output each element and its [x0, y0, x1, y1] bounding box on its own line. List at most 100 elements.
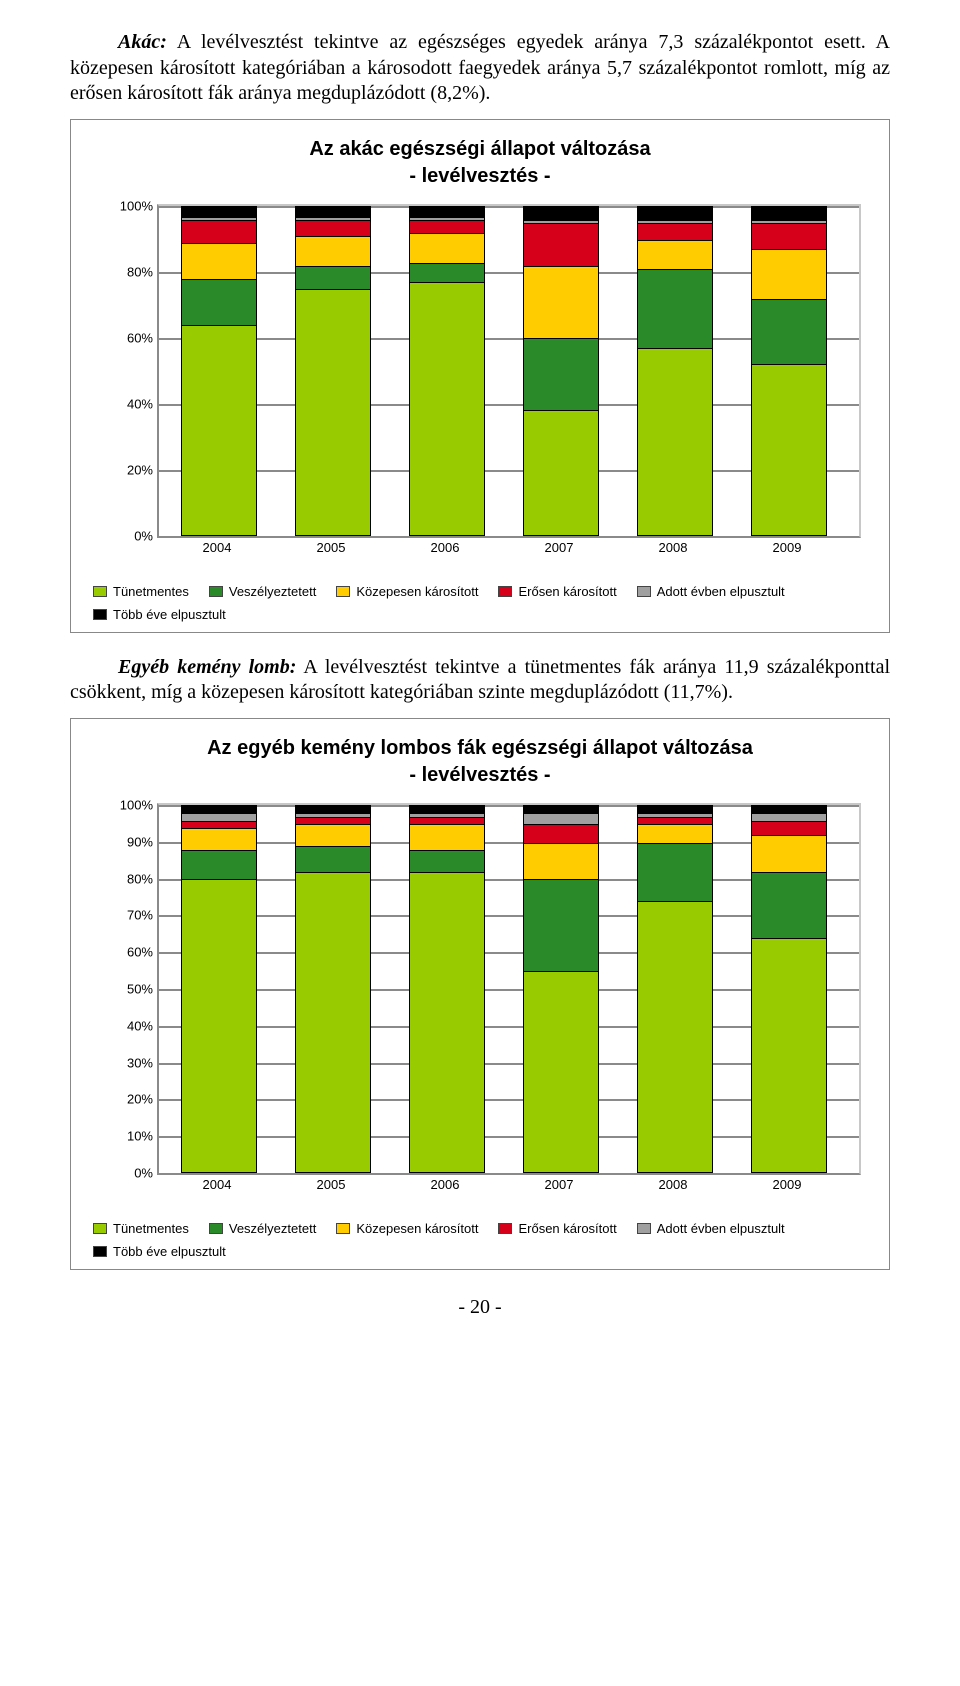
legend-item: Közepesen károsított — [336, 1221, 478, 1236]
legend-item: Tünetmentes — [93, 584, 189, 599]
legend-swatch — [498, 1223, 512, 1234]
chart1-legend: TünetmentesVeszélyeztetettKözepesen káro… — [93, 584, 867, 622]
x-tick-label: 2008 — [659, 540, 688, 555]
chart-akac: Az akác egészségi állapot változása - le… — [70, 119, 890, 633]
y-tick-label: 90% — [105, 834, 153, 849]
bar-segment — [524, 879, 598, 971]
para1-label: Akác: — [118, 31, 167, 53]
y-tick-label: 80% — [105, 264, 153, 279]
bar — [637, 206, 713, 536]
bar-segment — [638, 817, 712, 824]
legend-item: Erősen károsított — [498, 584, 616, 599]
y-tick-label: 60% — [105, 945, 153, 960]
y-tick-label: 70% — [105, 908, 153, 923]
page-number: - 20 - — [70, 1296, 890, 1319]
legend-item: Veszélyeztetett — [209, 1221, 316, 1236]
bar-segment — [752, 299, 826, 365]
bar-segment — [752, 207, 826, 220]
legend-label: Több éve elpusztult — [113, 1244, 226, 1259]
legend-swatch — [336, 1223, 350, 1234]
plot-area: 0%10%20%30%40%50%60%70%80%90%100% — [157, 803, 861, 1175]
y-tick-label: 30% — [105, 1055, 153, 1070]
x-tick-label: 2009 — [773, 1177, 802, 1192]
legend-swatch — [93, 586, 107, 597]
bar — [637, 805, 713, 1173]
legend-item: Tünetmentes — [93, 1221, 189, 1236]
x-tick-label: 2006 — [431, 1177, 460, 1192]
paragraph-akac: Akác: A levélvesztést tekintve az egészs… — [70, 30, 890, 107]
legend-label: Veszélyeztetett — [229, 1221, 316, 1236]
y-tick-label: 100% — [105, 198, 153, 213]
x-tick-label: 2005 — [317, 540, 346, 555]
bar-segment — [638, 223, 712, 239]
legend-label: Közepesen károsított — [356, 584, 478, 599]
bar-segment — [182, 850, 256, 879]
bar-segment — [752, 249, 826, 298]
bar-segment — [410, 824, 484, 850]
bar-segment — [752, 364, 826, 535]
legend-swatch — [93, 1223, 107, 1234]
chart1-title-line2: - levélvesztés - — [409, 165, 550, 187]
chart-egyeb: Az egyéb kemény lombos fák egészségi áll… — [70, 718, 890, 1270]
chart1-plot: 0%20%40%60%80%100%2004200520062007200820… — [97, 204, 863, 562]
bar-segment — [182, 207, 256, 217]
legend-label: Közepesen károsított — [356, 1221, 478, 1236]
x-tick-label: 2007 — [545, 1177, 574, 1192]
chart2-title-line1: Az egyéb kemény lombos fák egészségi áll… — [207, 737, 753, 759]
legend-swatch — [209, 1223, 223, 1234]
bar-segment — [296, 806, 370, 813]
y-tick-label: 100% — [105, 797, 153, 812]
bar-segment — [410, 282, 484, 535]
legend-item: Több éve elpusztult — [93, 607, 226, 622]
bar-segment — [524, 971, 598, 1172]
bar-segment — [410, 263, 484, 283]
legend-item: Több éve elpusztult — [93, 1244, 226, 1259]
x-tick-label: 2004 — [203, 1177, 232, 1192]
y-tick-label: 0% — [105, 1165, 153, 1180]
y-tick-label: 80% — [105, 871, 153, 886]
bar-segment — [524, 410, 598, 535]
legend-swatch — [637, 1223, 651, 1234]
x-tick-label: 2004 — [203, 540, 232, 555]
bar-segment — [182, 828, 256, 850]
y-tick-label: 40% — [105, 396, 153, 411]
bar-segment — [524, 223, 598, 266]
legend-label: Adott évben elpusztult — [657, 584, 785, 599]
bar — [409, 805, 485, 1173]
bar-segment — [638, 269, 712, 348]
bar — [751, 206, 827, 536]
x-tick-label: 2007 — [545, 540, 574, 555]
chart1-title-line1: Az akác egészségi állapot változása — [309, 138, 650, 160]
bar-segment — [182, 325, 256, 535]
bar — [523, 206, 599, 536]
bar-segment — [524, 207, 598, 220]
bar-segment — [296, 846, 370, 872]
bar-segment — [182, 813, 256, 820]
bar-segment — [524, 813, 598, 824]
x-tick-label: 2005 — [317, 1177, 346, 1192]
bar-segment — [524, 843, 598, 880]
bar-segment — [410, 233, 484, 263]
chart2-title-line2: - levélvesztés - — [409, 764, 550, 786]
bar-segment — [752, 806, 826, 813]
bar-segment — [182, 279, 256, 325]
bar-segment — [524, 806, 598, 813]
chart2-legend: Tünetmentes Veszélyeztetett Közepesen káro… — [93, 1221, 867, 1259]
bar-segment — [638, 901, 712, 1172]
x-tick-label: 2006 — [431, 540, 460, 555]
chart2-plot: 0%10%20%30%40%50%60%70%80%90%100% 2004 200… — [97, 803, 863, 1199]
bar-segment — [182, 806, 256, 813]
bar — [409, 206, 485, 536]
bar-segment — [638, 207, 712, 220]
bar-segment — [410, 207, 484, 217]
bar-segment — [752, 821, 826, 836]
bar-segment — [410, 806, 484, 813]
bar-segment — [638, 348, 712, 535]
y-tick-label: 50% — [105, 981, 153, 996]
legend-label: Tünetmentes — [113, 1221, 189, 1236]
legend-swatch — [93, 1246, 107, 1257]
bar — [523, 805, 599, 1173]
legend-label: Erősen károsított — [518, 584, 616, 599]
bar-segment — [524, 824, 598, 842]
bar-segment — [296, 207, 370, 217]
